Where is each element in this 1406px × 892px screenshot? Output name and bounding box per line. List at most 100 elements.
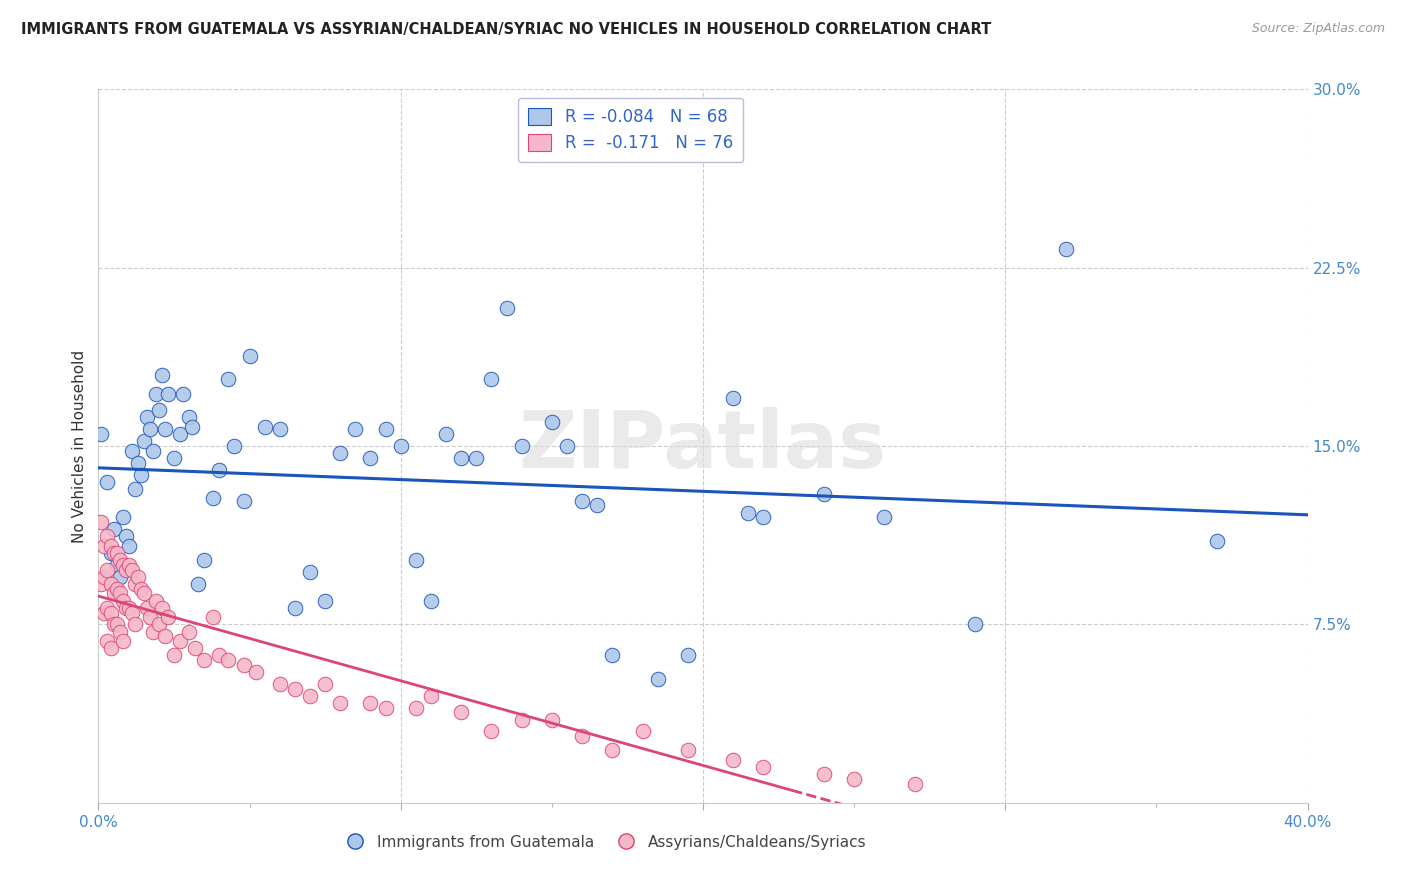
Point	[96, 600, 118, 615]
Point	[420, 689, 443, 703]
Point	[813, 767, 835, 781]
Text: IMMIGRANTS FROM GUATEMALA VS ASSYRIAN/CHALDEAN/SYRIAC NO VEHICLES IN HOUSEHOLD C: IMMIGRANTS FROM GUATEMALA VS ASSYRIAN/CH…	[21, 22, 991, 37]
Point	[571, 729, 593, 743]
Point	[169, 634, 191, 648]
Point	[105, 582, 128, 596]
Point	[145, 593, 167, 607]
Point	[129, 467, 152, 482]
Point	[124, 482, 146, 496]
Point	[103, 522, 125, 536]
Point	[142, 624, 165, 639]
Point	[329, 696, 352, 710]
Point	[555, 439, 578, 453]
Point	[121, 443, 143, 458]
Point	[111, 510, 134, 524]
Point	[631, 724, 654, 739]
Point	[163, 648, 186, 663]
Point	[540, 415, 562, 429]
Point	[224, 439, 246, 453]
Point	[232, 657, 254, 672]
Point	[873, 510, 896, 524]
Point	[118, 558, 141, 572]
Point	[108, 624, 131, 639]
Point	[100, 606, 122, 620]
Point	[586, 499, 609, 513]
Point	[540, 713, 562, 727]
Point	[481, 724, 503, 739]
Point	[142, 443, 165, 458]
Point	[156, 386, 179, 401]
Point	[93, 606, 115, 620]
Point	[148, 403, 170, 417]
Point	[723, 392, 745, 406]
Point	[103, 546, 125, 560]
Point	[132, 586, 155, 600]
Point	[193, 653, 215, 667]
Point	[181, 420, 204, 434]
Point	[450, 450, 472, 465]
Point	[124, 617, 146, 632]
Point	[118, 600, 141, 615]
Point	[813, 486, 835, 500]
Point	[184, 641, 207, 656]
Point	[202, 610, 225, 624]
Point	[481, 372, 503, 386]
Point	[299, 689, 322, 703]
Point	[135, 600, 157, 615]
Point	[150, 368, 173, 382]
Point	[118, 539, 141, 553]
Point	[752, 510, 775, 524]
Point	[495, 301, 517, 315]
Point	[105, 558, 128, 572]
Point	[269, 677, 291, 691]
Point	[1206, 534, 1229, 549]
Point	[299, 565, 322, 579]
Y-axis label: No Vehicles in Household: No Vehicles in Household	[72, 350, 87, 542]
Point	[510, 439, 533, 453]
Point	[284, 681, 307, 696]
Point	[217, 372, 239, 386]
Point	[737, 506, 759, 520]
Point	[132, 434, 155, 449]
Point	[844, 772, 866, 786]
Point	[179, 624, 201, 639]
Point	[344, 422, 367, 436]
Point	[153, 629, 176, 643]
Point	[172, 386, 194, 401]
Point	[269, 422, 291, 436]
Point	[723, 753, 745, 767]
Point	[163, 450, 186, 465]
Point	[153, 422, 176, 436]
Text: Source: ZipAtlas.com: Source: ZipAtlas.com	[1251, 22, 1385, 36]
Point	[127, 570, 149, 584]
Point	[465, 450, 488, 465]
Text: ZIPatlas: ZIPatlas	[519, 407, 887, 485]
Point	[93, 539, 115, 553]
Point	[114, 563, 136, 577]
Point	[329, 446, 352, 460]
Point	[169, 427, 191, 442]
Point	[193, 553, 215, 567]
Point	[114, 600, 136, 615]
Point	[100, 546, 122, 560]
Point	[676, 743, 699, 757]
Point	[129, 582, 152, 596]
Point	[105, 617, 128, 632]
Point	[965, 617, 987, 632]
Point	[314, 677, 336, 691]
Point	[360, 696, 382, 710]
Point	[93, 570, 115, 584]
Point	[108, 586, 131, 600]
Point	[602, 743, 624, 757]
Point	[105, 546, 128, 560]
Point	[148, 617, 170, 632]
Point	[208, 648, 231, 663]
Point	[217, 653, 239, 667]
Point	[139, 422, 162, 436]
Point	[208, 463, 231, 477]
Point	[96, 634, 118, 648]
Point	[103, 586, 125, 600]
Point	[434, 427, 457, 442]
Point	[108, 570, 131, 584]
Point	[232, 493, 254, 508]
